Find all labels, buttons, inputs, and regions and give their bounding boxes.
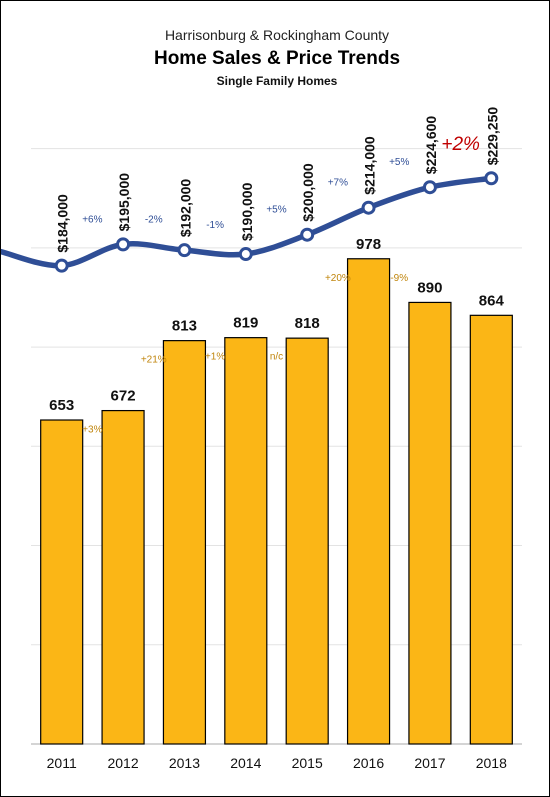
x-tick-label-2015: 2015 <box>292 755 323 771</box>
x-tick-label-2012: 2012 <box>107 755 138 771</box>
bar-change-label: +20% <box>325 273 351 284</box>
bar-value-label-2017: 890 <box>417 279 442 296</box>
bar-2011 <box>40 419 84 745</box>
bar-change-label: -9% <box>390 273 408 284</box>
x-tick-label-2013: 2013 <box>169 755 200 771</box>
bar-2017 <box>408 301 452 745</box>
bar-value-label-2016: 978 <box>356 236 381 253</box>
bar-change-label: +1% <box>205 352 225 363</box>
label-layer: 653 2011 672 2012 813 2013 819 2014 818 2015 978 20… <box>47 107 507 771</box>
x-tick-label-2017: 2017 <box>414 755 445 771</box>
price-value-label-2017: $224,600 <box>423 116 439 175</box>
bar-2015 <box>285 337 329 745</box>
x-tick-label-2011: 2011 <box>47 755 77 771</box>
price-change-label: -2% <box>145 214 163 225</box>
x-tick-label-2014: 2014 <box>230 755 261 771</box>
price-marker-2015 <box>300 227 315 242</box>
bar-change-label: n/c <box>270 352 283 363</box>
price-change-label: +5% <box>389 157 409 168</box>
line-layer <box>1 171 499 273</box>
price-value-label-2018: $229,250 <box>484 107 500 166</box>
bar-value-label-2011: 653 <box>49 397 74 414</box>
price-value-label-2016: $214,000 <box>362 136 378 195</box>
price-marker-2011 <box>54 258 69 273</box>
price-marker-2016 <box>361 200 376 215</box>
price-change-highlight: +2% <box>441 134 480 155</box>
price-value-label-2015: $200,000 <box>300 163 316 222</box>
bar-value-label-2015: 818 <box>295 315 320 332</box>
bar-2013 <box>162 340 207 745</box>
x-tick-label-2016: 2016 <box>353 755 384 771</box>
price-change-label: +7% <box>328 178 348 189</box>
price-marker-2014 <box>238 247 253 262</box>
bar-value-label-2018: 864 <box>479 292 505 309</box>
price-value-label-2011: $184,000 <box>55 194 71 253</box>
price-change-label: -1% <box>206 220 224 231</box>
price-change-label: +5% <box>266 205 286 216</box>
bar-2014 <box>224 337 268 745</box>
bar-value-label-2012: 672 <box>111 388 136 405</box>
bar-change-label: +21% <box>141 355 167 366</box>
bar-2018 <box>469 314 513 745</box>
bar-layer <box>40 258 513 745</box>
chart-title-line1: Harrisonburg & Rockingham County <box>165 27 389 43</box>
chart-subtitle: Single Family Homes <box>217 74 338 88</box>
bar-value-label-2014: 819 <box>233 315 258 332</box>
price-value-label-2012: $195,000 <box>116 173 132 232</box>
price-marker-2012 <box>116 237 131 252</box>
x-tick-label-2018: 2018 <box>476 755 507 771</box>
price-change-label: +6% <box>82 214 102 225</box>
price-marker-2017 <box>422 180 437 195</box>
price-value-label-2014: $190,000 <box>239 182 255 241</box>
bar-2012 <box>101 409 145 745</box>
price-value-label-2013: $192,000 <box>177 179 193 238</box>
bar-value-label-2013: 813 <box>172 318 197 335</box>
bar-change-label: +3% <box>82 425 102 436</box>
bar-2016 <box>346 258 391 745</box>
price-marker-2018 <box>484 171 499 186</box>
chart-title: Home Sales & Price Trends <box>154 48 400 69</box>
price-marker-2013 <box>177 243 192 258</box>
